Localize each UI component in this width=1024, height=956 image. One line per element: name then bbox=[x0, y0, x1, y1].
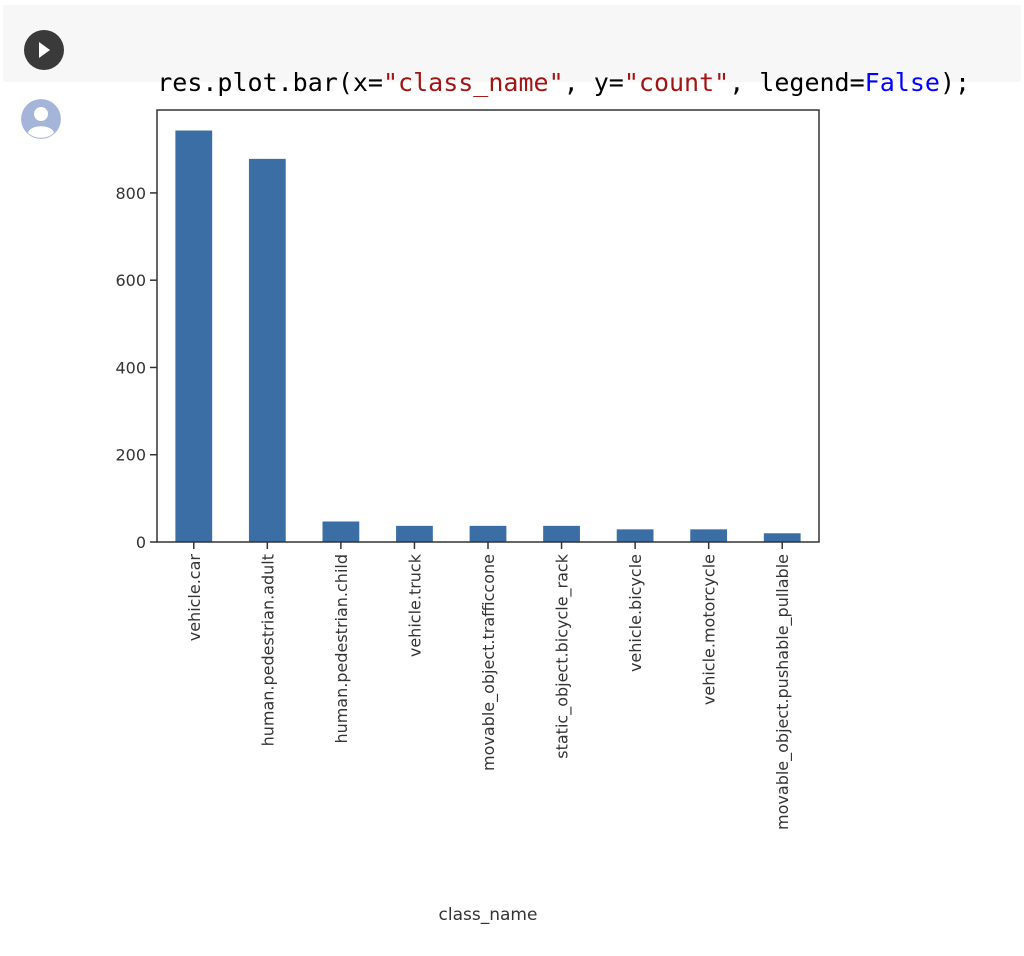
bar-5 bbox=[543, 525, 580, 542]
code-token-keyword: False bbox=[864, 68, 940, 97]
code-token-string: "class_name" bbox=[383, 68, 564, 97]
y-tick-label-4: 800 bbox=[115, 184, 146, 203]
y-tick-label-3: 600 bbox=[115, 271, 146, 290]
x-tick-label-6: vehicle.bicycle bbox=[626, 554, 645, 672]
play-icon bbox=[39, 42, 50, 58]
x-tick-label-5: static_object.bicycle_rack bbox=[553, 553, 573, 758]
x-tick-label-3: vehicle.truck bbox=[405, 553, 424, 657]
bar-7 bbox=[690, 529, 728, 542]
x-tick-label-1: human.pedestrian.adult bbox=[258, 554, 277, 746]
bar-6 bbox=[616, 529, 654, 542]
x-tick-label-2: human.pedestrian.child bbox=[332, 554, 351, 744]
user-avatar-icon bbox=[21, 99, 61, 139]
bar-1 bbox=[248, 158, 286, 542]
code-token: res.plot.bar(x= bbox=[157, 68, 383, 97]
code-token: , y= bbox=[563, 68, 624, 97]
bar-0 bbox=[175, 130, 213, 542]
y-tick-label-2: 400 bbox=[115, 358, 146, 377]
run-cell-button[interactable] bbox=[24, 30, 64, 70]
x-axis-label: class_name bbox=[439, 905, 538, 925]
bar-2 bbox=[322, 521, 360, 542]
y-tick-label-1: 200 bbox=[115, 446, 146, 465]
output-avatar bbox=[21, 99, 61, 139]
code-token-string: "count" bbox=[623, 68, 730, 97]
x-tick-label-0: vehicle.car bbox=[185, 554, 204, 642]
code-cell[interactable]: res.plot.bar(x="class_name", y="count", … bbox=[3, 5, 1021, 97]
bar-4 bbox=[469, 525, 507, 542]
code-token: , legend= bbox=[729, 68, 865, 97]
code-token: ); bbox=[939, 68, 971, 97]
x-tick-label-7: vehicle.motorcycle bbox=[700, 554, 719, 705]
bar-chart: 0 200 400 600 800 vehicle.car human.pedestrian… bbox=[115, 109, 820, 925]
bar-8 bbox=[763, 533, 801, 542]
x-tick-label-8: movable_object.pushable_pullable bbox=[773, 554, 793, 830]
bar-3 bbox=[396, 525, 433, 542]
y-tick-label-0: 0 bbox=[136, 533, 146, 552]
code-line[interactable]: res.plot.bar(x="class_name", y="count", … bbox=[97, 32, 970, 134]
x-tick-label-4: movable_object.trafficcone bbox=[479, 554, 499, 771]
